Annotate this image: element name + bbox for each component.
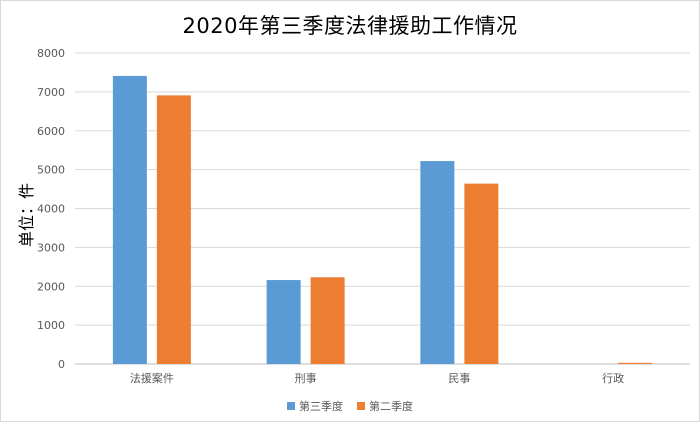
- y-tick-label: 3000: [37, 241, 65, 254]
- y-tick-labels: 0 1000 2000 3000 4000 5000 6000 7000 8000: [37, 47, 65, 371]
- x-tick-labels: 法援案件 刑事 民事 行政: [130, 371, 624, 385]
- y-tick-label: 4000: [37, 203, 65, 216]
- bar-0-1: [156, 95, 191, 364]
- bar-0-0: [112, 75, 147, 364]
- y-tick-label: 6000: [37, 125, 65, 138]
- bar-1-0: [266, 280, 301, 364]
- legend-item-series-1: 第二季度: [357, 398, 413, 414]
- legend-item-series-0: 第三季度: [287, 398, 343, 414]
- x-tick-label: 刑事: [295, 372, 317, 385]
- x-tick-label: 民事: [448, 372, 470, 385]
- y-tick-label: 7000: [37, 86, 65, 99]
- legend-swatch-series-0: [287, 402, 295, 410]
- x-tick-label: 行政: [602, 371, 624, 385]
- y-tick-label: 2000: [37, 280, 65, 293]
- legend-label-series-1: 第二季度: [369, 400, 413, 413]
- x-tick-label: 法援案件: [130, 371, 174, 385]
- bar-3-1: [618, 362, 653, 364]
- bar-2-1: [464, 183, 499, 364]
- y-tick-label: 0: [58, 358, 65, 371]
- bar-2-0: [420, 161, 455, 364]
- bars: [112, 75, 653, 364]
- chart-title: 2020年第三季度法律援助工作情况: [182, 14, 518, 38]
- y-tick-label: 8000: [37, 47, 65, 60]
- legend: 第三季度 第二季度: [0, 398, 700, 414]
- legend-label-series-0: 第三季度: [299, 400, 343, 413]
- y-tick-label: 5000: [37, 164, 65, 177]
- y-tick-label: 1000: [37, 319, 65, 332]
- legend-swatch-series-1: [357, 402, 365, 410]
- bar-1-1: [310, 277, 345, 364]
